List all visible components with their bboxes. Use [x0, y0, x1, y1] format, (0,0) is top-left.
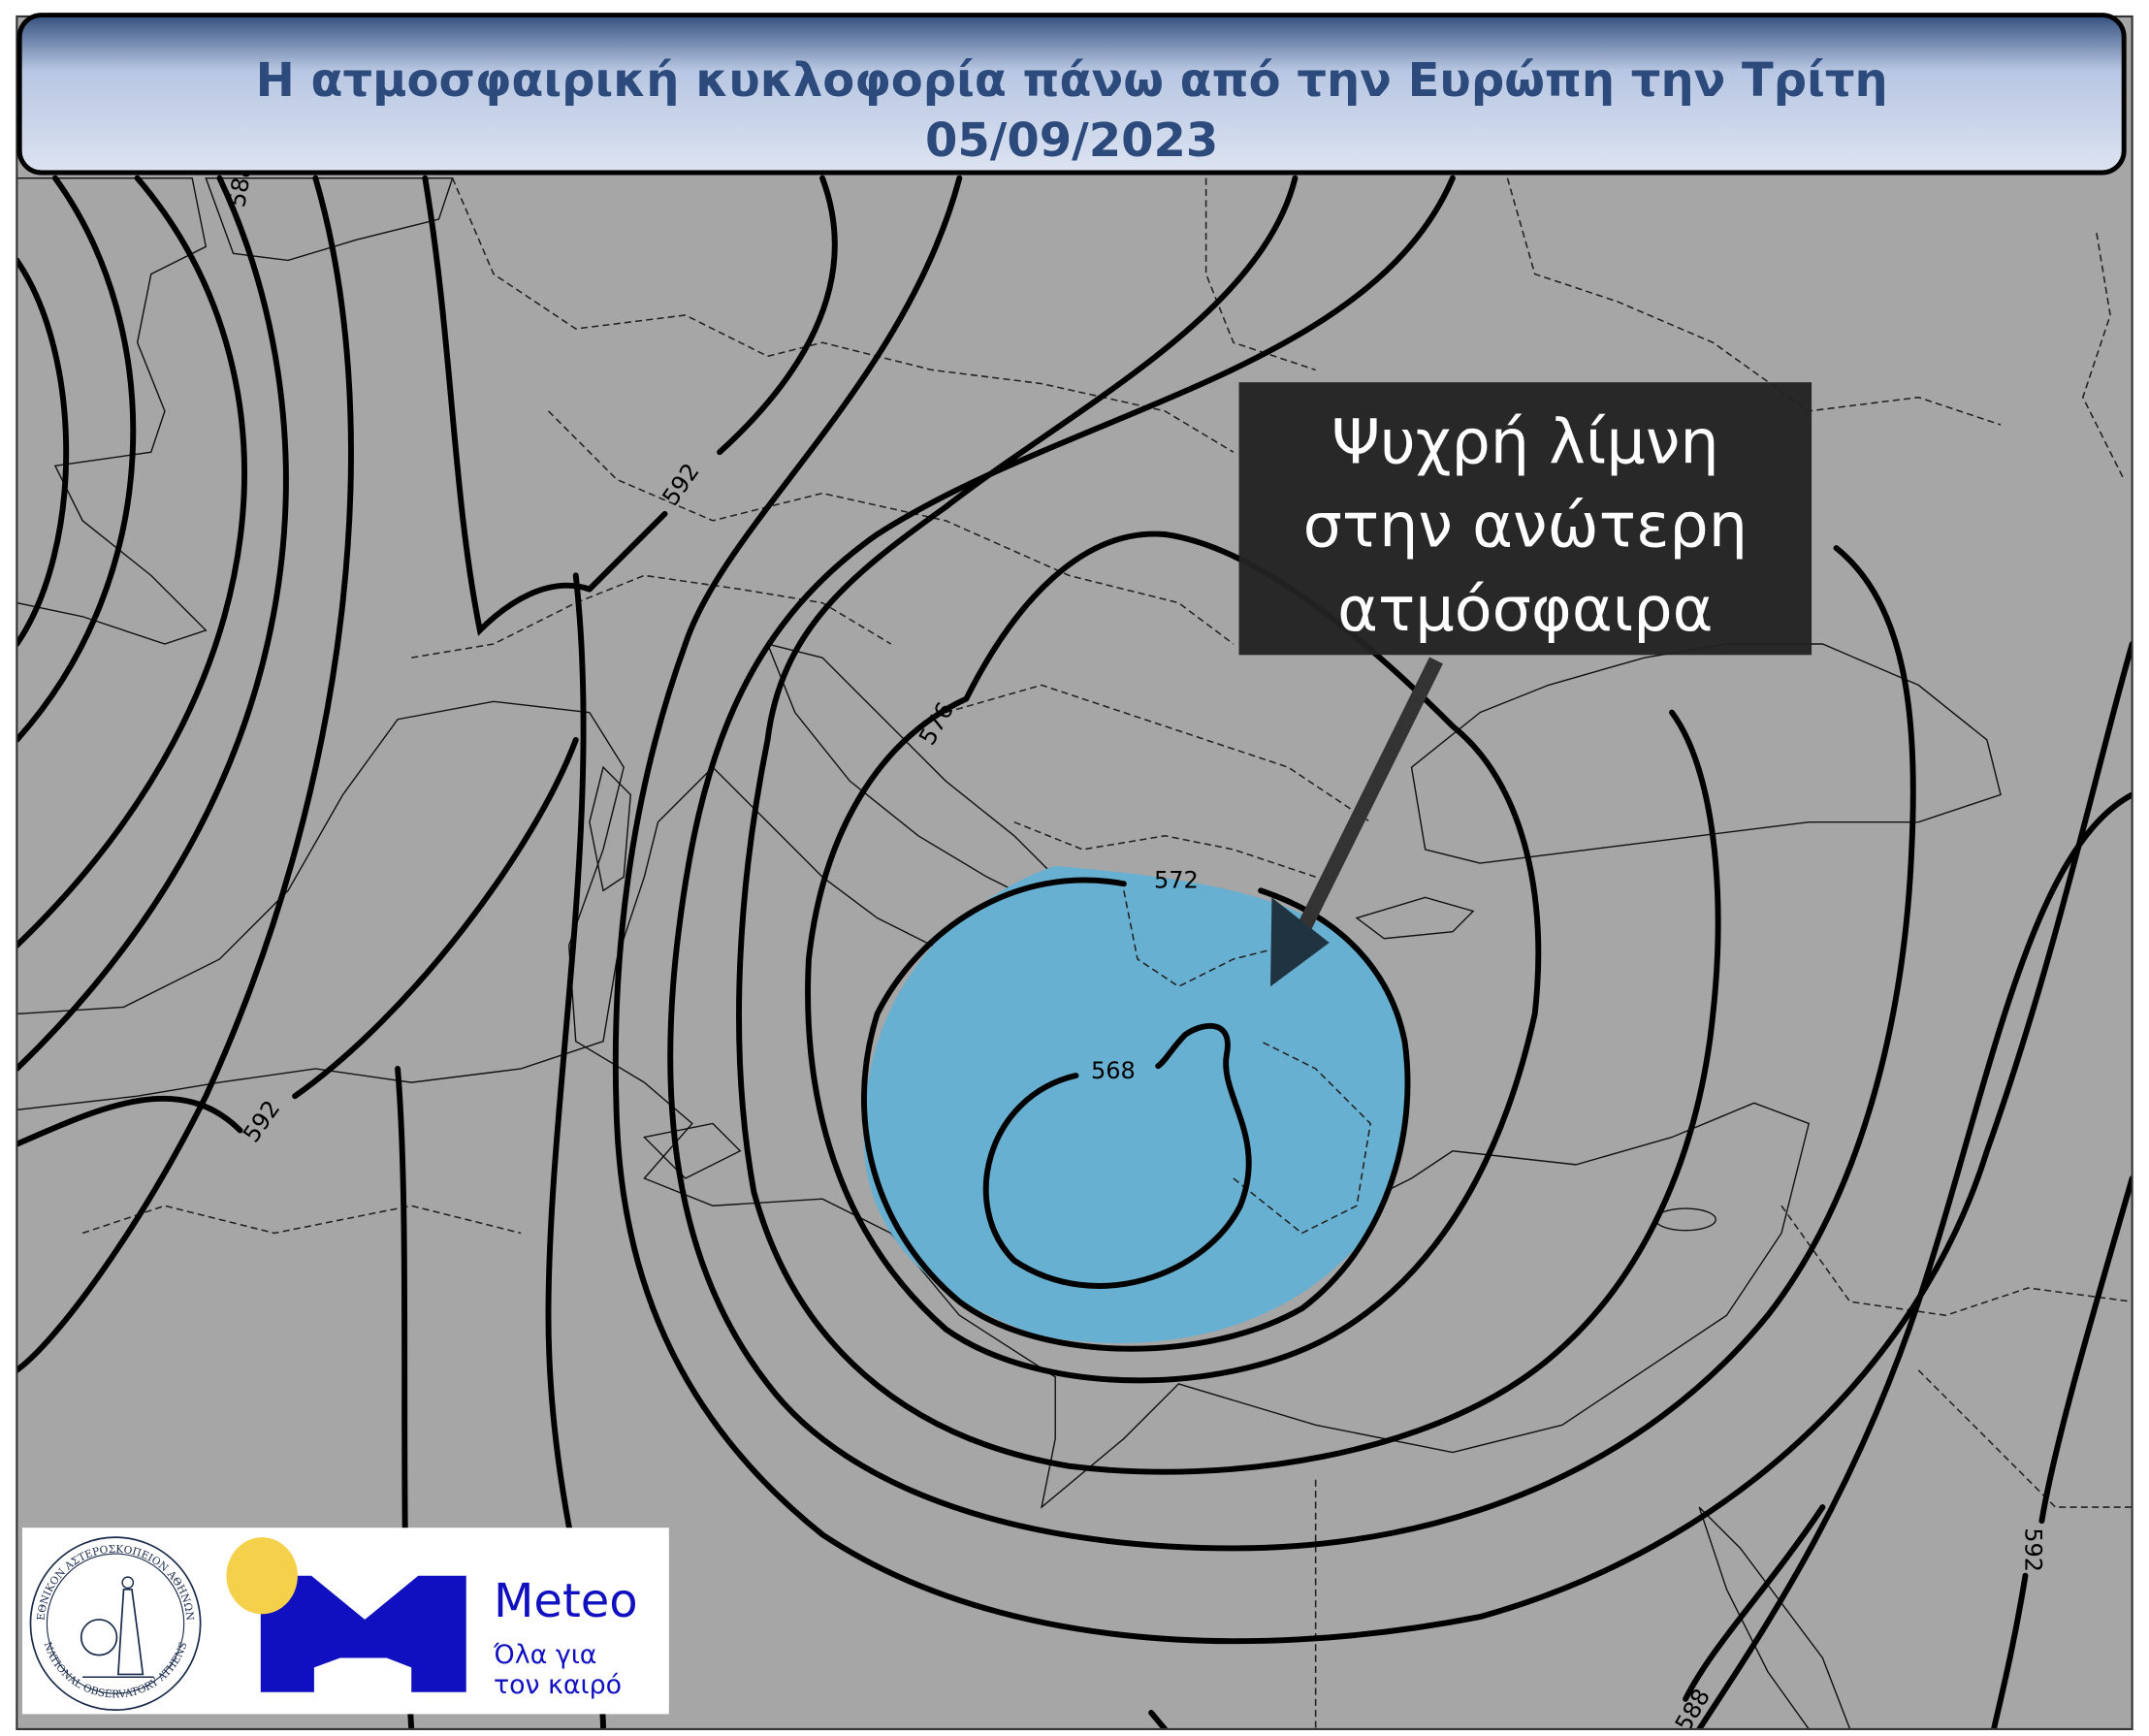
corsica-sardinia	[589, 765, 631, 892]
contour-592-north	[586, 175, 838, 593]
national-observatory-athens-seal: ΕΘΝΙΚΟΝ ΑΣΤΕΡΟΣΚΟΠΕΙΟΝ ΑΘΗΝΩΝ NATIONAL O…	[29, 1536, 202, 1712]
contour-576	[805, 530, 1542, 1384]
contour-592-west	[16, 257, 70, 647]
callout-box	[1238, 382, 1812, 656]
contour-572	[860, 877, 1411, 1352]
page-title: Η ατμοσφαιρική κυκλοφορία πάνω από την Ε…	[256, 53, 1888, 108]
contour-588-far-west	[16, 175, 137, 743]
contour-584-far-west	[16, 175, 247, 948]
cold-pool-area	[863, 865, 1406, 1344]
callout-line-1: Ψυχρή λίμνη	[1331, 406, 1719, 478]
black-sea	[1410, 643, 2002, 864]
contour-label: 568	[1091, 1057, 1136, 1084]
meteo-tagline-1: Όλα για	[493, 1640, 597, 1670]
callout-arrow-head-icon	[1270, 897, 1330, 987]
contour-592-east	[1991, 1175, 2133, 1729]
contour-label: 592	[2019, 1527, 2046, 1572]
contour-south	[1148, 1504, 1826, 1729]
callout-line-2: στην ανώτερη	[1303, 490, 1748, 562]
contour-east-1	[1696, 791, 2133, 1729]
contour-sw-2	[16, 175, 354, 1373]
title-banner: Η ατμοσφαιρική κυκλοφορία πάνω από την Ε…	[16, 13, 2127, 176]
meteo-name: Meteo	[494, 1574, 638, 1628]
callout-arrow-shaft	[1295, 657, 1443, 936]
contour-588	[612, 175, 2133, 1645]
contour-580	[736, 175, 1721, 1475]
contour-592-southwest	[16, 736, 579, 1147]
logo-panel: ΕΘΝΙΚΟΝ ΑΣΤΕΡΟΣΚΟΠΕΙΟΝ ΑΘΗΝΩΝ NATIONAL O…	[21, 1527, 669, 1715]
meteo-logo: Meteo Όλα για τον καιρό	[226, 1537, 638, 1700]
cold-pool-callout: Ψυχρή λίμνη στην ανώτερη ατμόσφαιρα	[1238, 382, 1812, 987]
page-date: 05/09/2023	[925, 113, 1218, 168]
contour-568	[982, 1022, 1252, 1289]
sun-icon	[226, 1537, 298, 1615]
meteo-m-mark	[260, 1575, 466, 1692]
sicily	[642, 1122, 742, 1179]
callout-line-3: ατμόσφαιρα	[1337, 573, 1713, 645]
contour-label: 572	[1154, 866, 1199, 893]
contour-588-west	[422, 175, 593, 636]
meteo-tagline-2: τον καιρό	[494, 1670, 622, 1700]
sea-of-marmara	[1355, 896, 1475, 940]
map-area: 588 592 592 576 572 568 592 592 588 Ψυχρ…	[16, 16, 2133, 1729]
western-mediterranean	[16, 700, 1811, 1509]
contour-sw-1	[16, 175, 289, 1072]
contour-584	[667, 175, 1916, 1552]
